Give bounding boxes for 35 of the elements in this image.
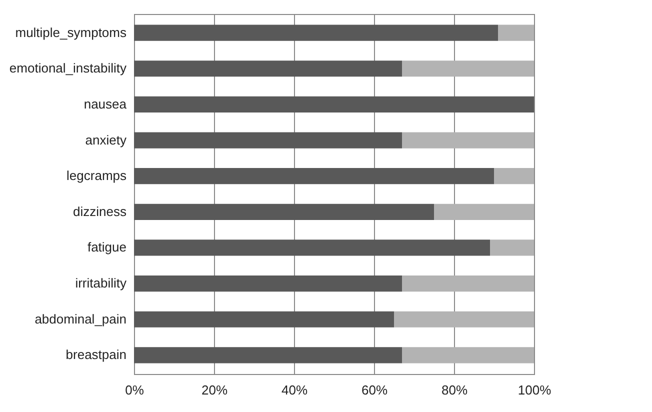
bar bbox=[134, 347, 402, 364]
y-tick-label: emotional_instability bbox=[9, 60, 127, 76]
bar bbox=[134, 240, 490, 256]
y-tick-label: legcramps bbox=[66, 168, 127, 184]
bar bbox=[434, 204, 534, 220]
bar bbox=[134, 96, 534, 113]
bar bbox=[402, 60, 534, 77]
x-tick-label: 40% bbox=[281, 382, 308, 398]
y-tick-label: irritability bbox=[75, 276, 127, 291]
bar bbox=[494, 168, 534, 184]
bar bbox=[394, 311, 534, 328]
y-tick-label: nausea bbox=[84, 96, 128, 112]
y-tick-label: anxiety bbox=[85, 132, 127, 148]
bar bbox=[134, 60, 402, 77]
x-tick-label: 100% bbox=[518, 382, 552, 398]
y-tick-label: dizziness bbox=[73, 204, 127, 219]
bar bbox=[498, 24, 534, 41]
x-tick-label: 20% bbox=[201, 382, 228, 398]
bar bbox=[134, 311, 394, 328]
x-tick-label: 0% bbox=[125, 382, 144, 398]
bar bbox=[134, 132, 402, 148]
y-tick-label: breastpain bbox=[66, 347, 126, 362]
bar bbox=[402, 347, 534, 364]
bar bbox=[402, 132, 534, 148]
bar bbox=[134, 24, 498, 41]
bar bbox=[490, 240, 534, 256]
bar bbox=[134, 168, 494, 184]
bar bbox=[402, 275, 534, 292]
x-tick-label: 80% bbox=[441, 382, 468, 398]
bar bbox=[134, 204, 434, 220]
bar bbox=[134, 275, 402, 292]
y-tick-label: fatigue bbox=[87, 240, 126, 255]
y-tick-label: abdominal_pain bbox=[34, 311, 126, 326]
x-tick-label: 60% bbox=[361, 382, 388, 398]
y-tick-label: multiple_symptoms bbox=[15, 24, 127, 40]
